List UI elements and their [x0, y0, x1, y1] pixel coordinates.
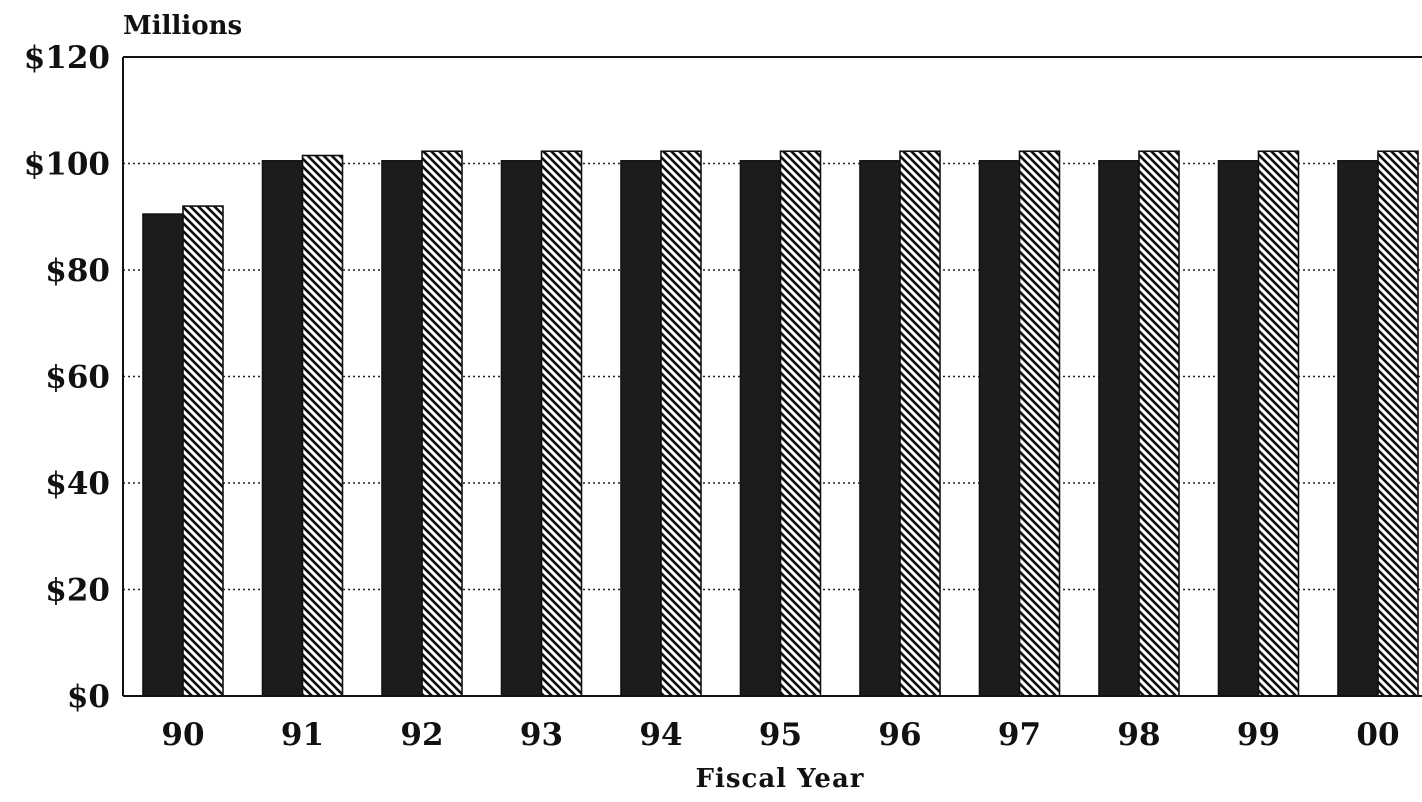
bar-solid — [739, 160, 782, 697]
y-tick-label: $40 — [45, 466, 110, 502]
bar-hatched — [1018, 150, 1061, 697]
bar-hatched — [1377, 150, 1419, 697]
bar-hatched — [779, 150, 822, 697]
bar-hatched — [540, 150, 583, 697]
x-tick-label: 96 — [878, 717, 921, 753]
y-tick-label: $80 — [45, 253, 110, 289]
x-tick-label: 95 — [759, 717, 802, 753]
y-tick-label: $100 — [24, 147, 110, 183]
y-unit-label: Millions — [123, 11, 242, 41]
bar-solid — [620, 160, 662, 697]
bar-solid — [381, 160, 423, 697]
x-tick-label: 91 — [281, 717, 324, 753]
bar-hatched — [1257, 150, 1300, 697]
bar-hatched — [301, 154, 344, 697]
x-tick-label: 92 — [400, 717, 443, 753]
bar-hatched — [899, 150, 941, 697]
x-tick-label: 93 — [520, 717, 563, 753]
bar-solid — [1217, 160, 1260, 697]
bar-solid — [261, 160, 304, 697]
y-tick-label: $60 — [45, 360, 110, 396]
bar-solid — [500, 160, 543, 697]
bar-hatched — [421, 150, 463, 697]
x-tick-labels: 90 91 92 93 94 95 96 97 98 99 00 — [161, 717, 1399, 753]
bar-hatched — [660, 150, 702, 697]
bar-solid — [978, 160, 1021, 697]
bar-solid — [142, 213, 184, 697]
bar-hatched — [182, 205, 224, 697]
x-axis-label: Fiscal Year — [696, 764, 865, 794]
bar-hatched — [1138, 150, 1180, 697]
x-tick-label: 00 — [1356, 717, 1399, 753]
bar-solid — [859, 160, 901, 697]
x-tick-label: 90 — [161, 717, 204, 753]
x-tick-label: 94 — [639, 717, 682, 753]
x-tick-label: 97 — [998, 717, 1041, 753]
y-tick-label: $20 — [45, 573, 110, 609]
bars — [142, 150, 1419, 697]
y-tick-label: $120 — [24, 40, 110, 76]
y-tick-labels: $0 $20 $40 $60 $80 $100 $120 — [24, 40, 110, 715]
bar-solid — [1098, 160, 1140, 697]
axes — [122, 56, 1422, 697]
x-tick-label: 98 — [1117, 717, 1160, 753]
bar-solid — [1337, 160, 1379, 697]
y-tick-label: $0 — [67, 679, 110, 715]
x-tick-label: 99 — [1237, 717, 1280, 753]
